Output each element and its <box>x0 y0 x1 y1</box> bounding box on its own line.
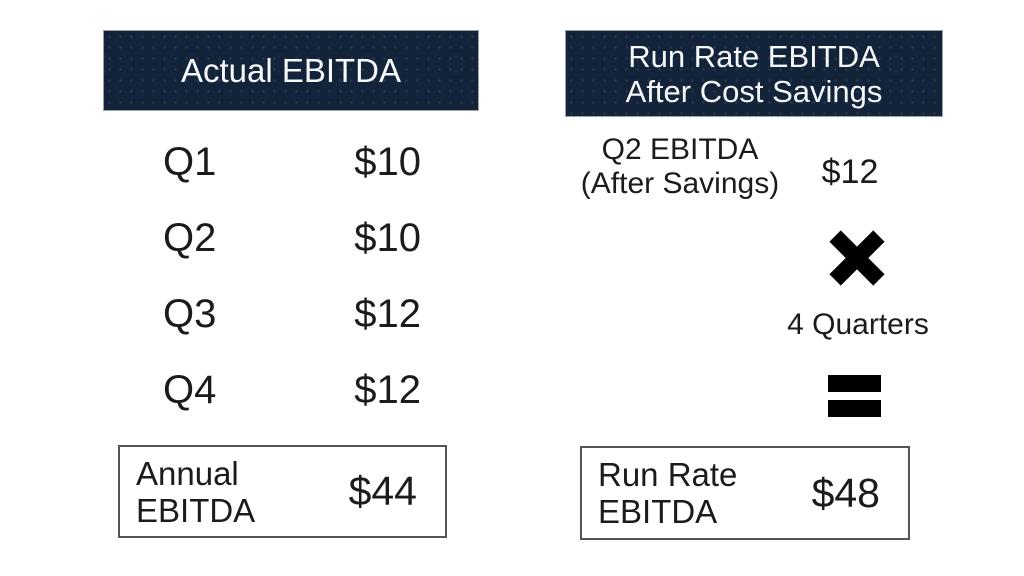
run-rate-ebitda-total-label: Run Rate EBITDA <box>582 456 812 530</box>
quarter-label: Q1 <box>163 139 217 184</box>
equals-icon <box>828 375 881 417</box>
four-quarters-label: 4 Quarters <box>787 308 929 341</box>
multiply-icon <box>829 230 885 286</box>
run-rate-ebitda-label-line2: EBITDA <box>598 493 718 530</box>
quarter-label: Q4 <box>163 367 217 412</box>
annual-ebitda-label-line1: Annual <box>136 454 239 492</box>
run-rate-header-line1: Run Rate EBITDA <box>628 38 880 74</box>
quarter-row-q3: Q3 $12 <box>163 276 421 352</box>
q2-ebitda-after-savings-label: Q2 EBITDA (After Savings) <box>570 133 790 201</box>
quarter-value: $10 <box>354 139 421 184</box>
run-rate-ebitda-label-line1: Run Rate <box>598 456 738 493</box>
quarter-value: $10 <box>354 215 421 260</box>
quarter-row-q2: Q2 $10 <box>163 200 421 276</box>
annual-ebitda-total-box: Annual EBITDA $44 <box>118 445 447 538</box>
run-rate-ebitda-total-value: $48 <box>811 469 880 516</box>
quarter-value: $12 <box>354 367 421 412</box>
quarterly-ebitda-list: Q1 $10 Q2 $10 Q3 $12 Q4 $12 <box>163 124 421 428</box>
run-rate-ebitda-header: Run Rate EBITDA After Cost Savings <box>565 30 943 117</box>
q2-ebitda-label-line1: Q2 EBITDA <box>601 133 759 166</box>
equals-icon-bar <box>828 375 881 392</box>
quarter-label: Q3 <box>163 291 217 336</box>
run-rate-header-line2: After Cost Savings <box>625 73 883 109</box>
q2-ebitda-after-savings-value: $12 <box>821 153 879 191</box>
quarter-label: Q2 <box>163 215 217 260</box>
actual-ebitda-header: Actual EBITDA <box>103 30 479 111</box>
annual-ebitda-total-value: $44 <box>348 468 417 514</box>
quarter-row-q4: Q4 $12 <box>163 352 421 428</box>
annual-ebitda-label-line2: EBITDA <box>136 491 256 529</box>
run-rate-ebitda-total-box: Run Rate EBITDA $48 <box>580 446 910 540</box>
annual-ebitda-total-label: Annual EBITDA <box>120 455 349 529</box>
equals-icon-bar <box>828 400 881 417</box>
quarter-row-q1: Q1 $10 <box>163 124 421 200</box>
actual-ebitda-header-label: Actual EBITDA <box>180 51 402 89</box>
q2-ebitda-label-line2: (After Savings) <box>580 167 780 200</box>
quarter-value: $12 <box>354 291 421 336</box>
